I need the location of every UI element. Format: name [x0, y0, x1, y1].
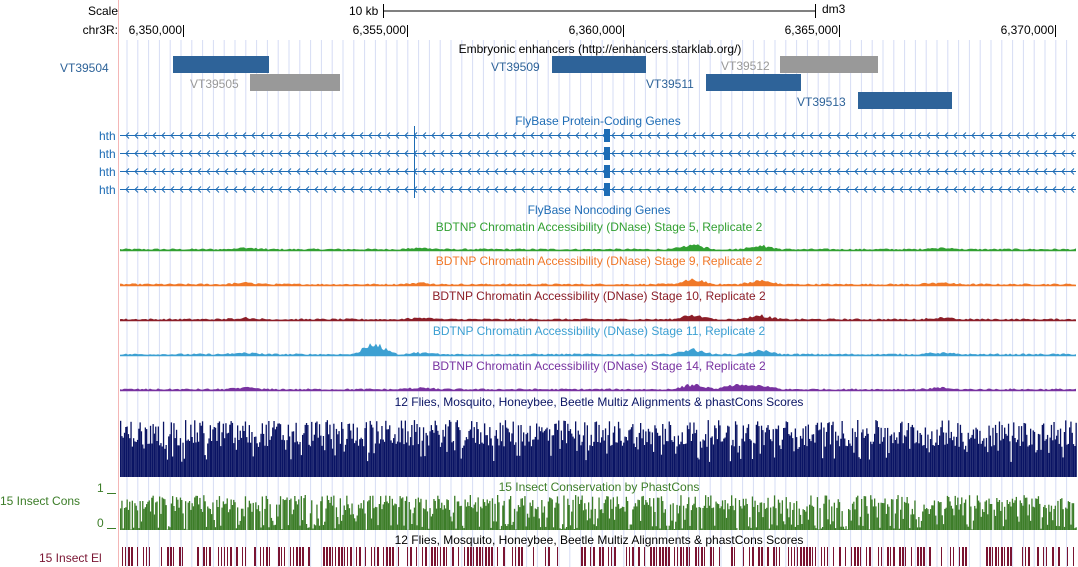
- cons15-track-title[interactable]: 15 Insect Conservation by PhastCons: [498, 480, 700, 494]
- enhancer-label[interactable]: VT39511: [646, 77, 694, 91]
- cons15-ymax-label: 1: [97, 481, 104, 495]
- enhancer-label[interactable]: VT39513: [797, 95, 846, 109]
- enhancer-label[interactable]: VT39512: [721, 59, 770, 73]
- gene-label[interactable]: hth: [99, 165, 116, 179]
- enhancer-feature[interactable]: [706, 74, 801, 91]
- dnase-stage14-title[interactable]: BDTNP Chromatin Accessibility (DNase) St…: [432, 359, 766, 373]
- gene-label[interactable]: hth: [99, 129, 116, 143]
- gene-label[interactable]: hth: [99, 147, 116, 161]
- ruler-position-3: 6,360,000: [568, 23, 622, 37]
- dnase-stage11-title[interactable]: BDTNP Chromatin Accessibility (DNase) St…: [432, 324, 766, 338]
- dnase-stage9-title[interactable]: BDTNP Chromatin Accessibility (DNase) St…: [435, 254, 763, 268]
- ruler-position-1: 6,350,000: [128, 23, 182, 37]
- dnase-stage5-title[interactable]: BDTNP Chromatin Accessibility (DNase) St…: [435, 220, 763, 234]
- elements-side-label[interactable]: 15 Insect El: [39, 551, 102, 565]
- gene-label[interactable]: hth: [99, 183, 116, 197]
- ruler-position-5: 6,370,000: [1000, 23, 1054, 37]
- enhancer-label[interactable]: VT39505: [190, 77, 239, 91]
- multiz-track-title[interactable]: 12 Flies, Mosquito, Honeybee, Beetle Mul…: [394, 395, 804, 409]
- ruler-position-4: 6,365,000: [784, 23, 838, 37]
- elements-track-title[interactable]: 12 Flies, Mosquito, Honeybee, Beetle Mul…: [394, 533, 804, 547]
- enhancer-feature[interactable]: [250, 74, 340, 91]
- dnase-stage10-title[interactable]: BDTNP Chromatin Accessibility (DNase) St…: [432, 289, 766, 303]
- protein-coding-track-title[interactable]: FlyBase Protein-Coding Genes: [515, 114, 681, 128]
- chrom-label: chr3R:: [82, 23, 118, 37]
- ruler-position-2: 6,355,000: [352, 23, 406, 37]
- enhancer-feature[interactable]: [173, 56, 269, 73]
- scale-bar: [383, 4, 816, 18]
- cons15-ymin-label: 0: [97, 516, 104, 530]
- enhancer-track-title[interactable]: Embryonic enhancers (http://enhancers.st…: [458, 42, 742, 56]
- cons15-side-label[interactable]: 15 Insect Cons: [0, 494, 81, 508]
- left-margin-line: [118, 0, 119, 567]
- enhancer-feature[interactable]: [858, 92, 952, 109]
- enhancer-label[interactable]: VT39504: [60, 61, 109, 75]
- scale-label: Scale: [87, 4, 118, 18]
- assembly-label: dm3: [822, 2, 846, 16]
- scale-bar-label: 10 kb: [349, 4, 379, 18]
- ruler-ticks: [183, 25, 1056, 37]
- enhancer-feature[interactable]: [552, 56, 646, 73]
- noncoding-track-title[interactable]: FlyBase Noncoding Genes: [527, 203, 671, 217]
- enhancer-feature[interactable]: [780, 56, 878, 73]
- enhancer-label[interactable]: VT39509: [491, 60, 540, 74]
